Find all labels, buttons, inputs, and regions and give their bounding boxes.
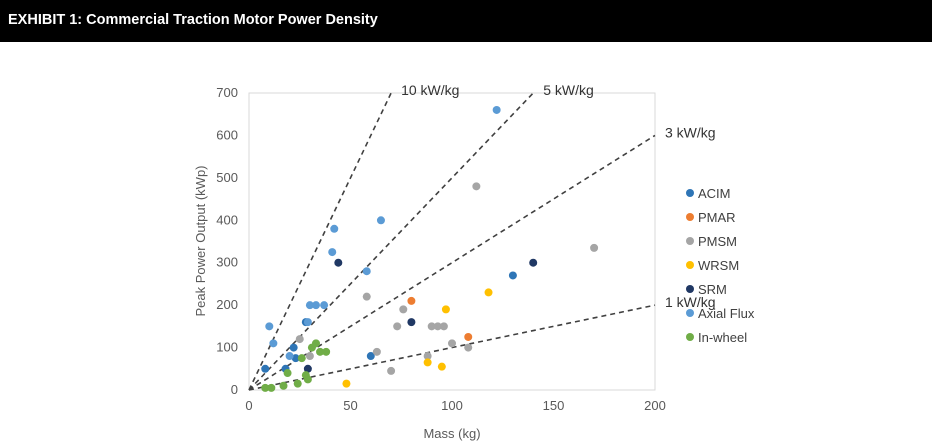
point-pmsm-9 [433,322,442,331]
legend-marker-srm [686,285,694,293]
point-axial-flux-11 [492,105,501,114]
point-in-wheel-0 [261,383,270,392]
legend-marker-in-wheel [686,333,694,341]
point-axial-flux-10 [376,216,385,225]
point-axial-flux-6 [320,301,329,310]
point-pmsm-7 [423,352,432,361]
point-in-wheel-7 [303,375,312,384]
point-axial-flux-5 [311,301,320,310]
ref-line-3-kw-kg [248,134,656,391]
point-axial-flux-7 [328,248,337,257]
x-axis-label: Mass (kg) [423,426,480,441]
x-tick-label: 200 [644,398,666,413]
y-tick-label: 200 [216,297,238,312]
point-wrsm-1 [423,358,432,367]
point-in-wheel-10 [316,347,325,356]
x-tick-label: 100 [441,398,463,413]
y-tick-label: 400 [216,212,238,227]
point-wrsm-2 [437,362,446,371]
ref-label-10-kw-kg: 10 kW/kg [401,82,459,98]
point-wrsm-4 [484,288,493,297]
point-in-wheel-3 [283,369,292,378]
x-tick-label: 50 [343,398,357,413]
point-pmsm-3 [372,347,381,356]
point-wrsm-0 [342,379,351,388]
point-pmar-0 [407,296,416,305]
point-pmsm-10 [439,322,448,331]
point-pmsm-12 [464,343,473,352]
legend-marker-axial-flux [686,309,694,317]
legend-label-acim: ACIM [698,186,731,201]
point-srm-1 [334,258,343,267]
point-acim-0 [261,364,270,373]
point-axial-flux-4 [305,301,314,310]
point-pmsm-14 [590,243,599,252]
exhibit-header: EXHIBIT 1: Commercial Traction Motor Pow… [0,0,932,42]
point-acim-2 [289,343,298,352]
point-acim-6 [508,271,517,280]
point-axial-flux-0 [265,322,274,331]
point-axial-flux-8 [330,224,339,233]
ref-line-5-kw-kg [248,92,534,391]
y-tick-label: 300 [216,255,238,270]
legend-marker-pmsm [686,237,694,245]
ref-line-1-kw-kg [248,304,656,391]
legend-marker-acim [686,189,694,197]
exhibit-title: EXHIBIT 1: Commercial Traction Motor Pow… [8,12,378,28]
point-pmsm-2 [362,292,371,301]
point-acim-5 [366,352,375,361]
point-axial-flux-9 [362,267,371,276]
ref-label-5-kw-kg: 5 kW/kg [543,82,594,98]
legend-label-axial-flux: Axial Flux [698,306,755,321]
point-axial-flux-2 [285,352,294,361]
y-tick-label: 500 [216,170,238,185]
point-in-wheel-9 [311,339,320,348]
x-tick-label: 0 [245,398,252,413]
point-pmsm-11 [448,339,456,348]
legend-label-wrsm: WRSM [698,258,739,273]
y-tick-label: 100 [216,340,238,355]
point-in-wheel-1 [267,383,276,392]
point-pmsm-0 [295,335,304,344]
point-in-wheel-5 [297,354,306,363]
y-axis-label: Peak Power Output (kWp) [193,166,208,317]
plot-area [248,92,656,391]
y-tick-label: 600 [216,127,238,142]
point-in-wheel-2 [279,381,288,390]
point-srm-0 [303,364,312,373]
legend-label-pmar: PMAR [698,210,736,225]
point-acim-3 [291,354,300,363]
point-pmar-1 [464,332,473,341]
point-pmsm-4 [387,366,396,375]
legend-marker-wrsm [686,261,694,269]
point-wrsm-3 [441,305,450,314]
point-in-wheel-11 [322,347,331,356]
point-pmsm-13 [472,182,481,191]
point-pmsm-6 [399,305,408,314]
legend-marker-pmar [686,213,694,221]
point-pmsm-1 [305,352,314,361]
y-tick-label: 0 [231,382,238,397]
point-axial-flux-1 [269,339,278,348]
point-in-wheel-4 [293,379,302,388]
ref-label-1-kw-kg: 1 kW/kg [665,294,716,310]
legend-label-pmsm: PMSM [698,234,737,249]
point-pmsm-8 [427,322,436,331]
point-pmsm-5 [393,322,402,331]
ref-label-3-kw-kg: 3 kW/kg [665,124,716,140]
legend-label-srm: SRM [698,282,727,297]
point-srm-2 [407,318,416,327]
point-srm-3 [529,258,538,267]
point-axial-flux-3 [303,318,312,327]
y-tick-label: 700 [216,85,238,100]
x-tick-label: 150 [543,398,565,413]
legend-label-in-wheel: In-wheel [698,330,747,345]
